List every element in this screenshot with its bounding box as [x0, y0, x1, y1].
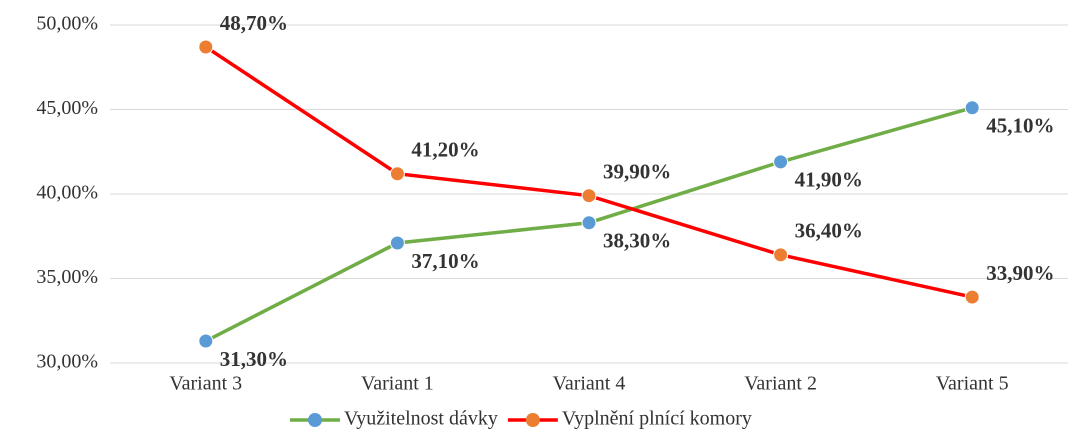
point — [581, 188, 597, 204]
y-tick-label: 40,00% — [36, 182, 98, 204]
data-label: 41,20% — [411, 138, 479, 162]
data-label: 38,30% — [603, 229, 671, 253]
point — [773, 247, 789, 263]
data-label: 48,70% — [220, 11, 288, 35]
point — [773, 154, 789, 170]
point — [389, 166, 405, 182]
legend-marker — [308, 413, 322, 427]
point — [389, 235, 405, 251]
y-tick-label: 35,00% — [36, 266, 98, 288]
x-tick-label: Variant 4 — [553, 373, 626, 395]
data-label: 39,90% — [603, 160, 671, 184]
point — [198, 39, 214, 55]
y-tick-label: 50,00% — [36, 13, 98, 35]
data-label: 36,40% — [795, 219, 863, 243]
data-label: 31,30% — [220, 347, 288, 371]
data-label: 37,10% — [411, 249, 479, 273]
point — [198, 333, 214, 349]
data-label: 41,90% — [795, 168, 863, 192]
legend-marker — [525, 413, 540, 427]
legend-label: Vyplnění plnící komory — [562, 408, 752, 430]
x-tick-label: Variant 3 — [169, 373, 242, 395]
data-label: 45,10% — [986, 114, 1054, 138]
x-tick-label: Variant 2 — [744, 373, 817, 395]
point — [581, 215, 597, 231]
x-tick-label: Variant 1 — [361, 373, 434, 395]
point — [964, 289, 980, 305]
point — [964, 100, 980, 116]
x-tick-label: Variant 5 — [936, 373, 1009, 395]
y-tick-label: 45,00% — [36, 97, 98, 119]
y-tick-label: 30,00% — [36, 351, 98, 373]
data-label: 33,90% — [986, 261, 1054, 285]
legend-label: Využitelnost dávky — [344, 408, 498, 430]
